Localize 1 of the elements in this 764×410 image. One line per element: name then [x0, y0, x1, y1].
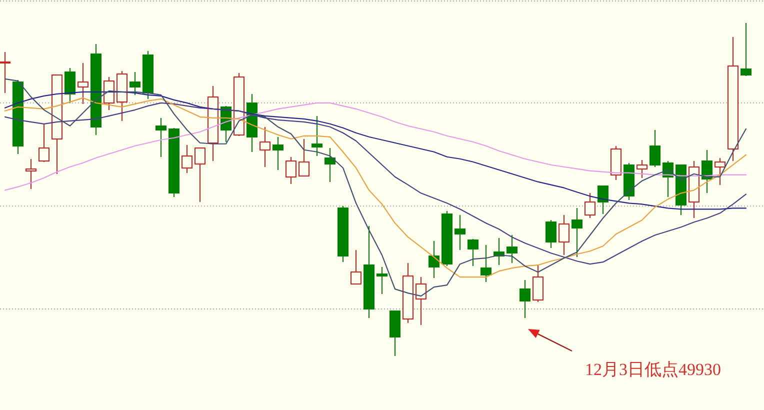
annotation: 12月3日低点49930: [585, 360, 721, 379]
